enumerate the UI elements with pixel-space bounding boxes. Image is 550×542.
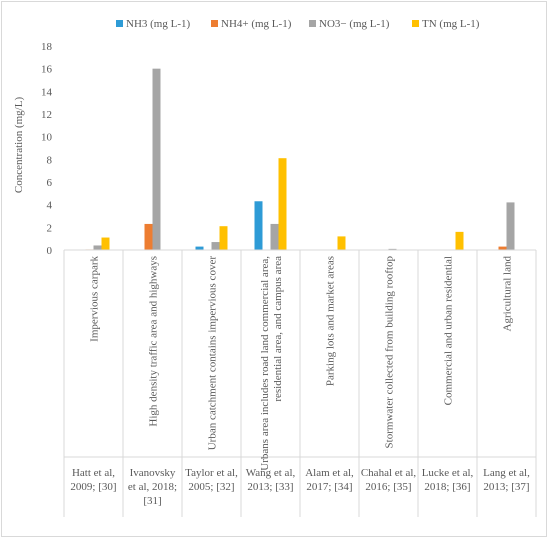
legend-swatch <box>116 20 123 27</box>
bar <box>337 236 346 250</box>
y-axis: 0 2 4 6 8 10 12 14 16 18 <box>41 41 53 257</box>
y-tick-label: 2 <box>47 222 53 234</box>
bar <box>152 68 161 251</box>
reference-label: Chahal et al, <box>361 467 417 479</box>
reference-label: Hatt et al, <box>72 467 115 479</box>
bar <box>388 248 397 250</box>
y-tick-label: 0 <box>47 245 53 257</box>
category-label: High density traffic area and highways <box>148 256 160 427</box>
bar <box>278 158 287 250</box>
y-tick-label: 4 <box>47 200 53 212</box>
bar <box>219 226 228 250</box>
legend-label: NH4+ (mg L-1) <box>221 18 292 30</box>
bar <box>101 237 110 250</box>
reference-label: Wang et al, <box>246 467 296 479</box>
reference-label: 2013; [33] <box>247 481 293 493</box>
category-label: Urbans area includes road land commercia… <box>259 256 271 471</box>
bar <box>144 223 153 250</box>
category-label: Parking lots and market areas <box>325 256 337 386</box>
bar <box>270 223 279 250</box>
legend-swatch <box>211 20 218 27</box>
reference-label: 2018; [36] <box>424 481 470 493</box>
bars <box>85 68 515 251</box>
bar <box>506 202 515 250</box>
reference-label: 2017; [34] <box>306 481 352 493</box>
bar <box>455 231 464 250</box>
y-tick-label: 10 <box>41 132 53 144</box>
reference-label: 2005; [32] <box>188 481 234 493</box>
category-label: Commercial and urban residential <box>443 256 455 405</box>
bar <box>195 246 204 250</box>
bar <box>211 242 220 250</box>
reference-label: Ivanovsky <box>130 467 176 479</box>
legend-label: NO3− (mg L-1) <box>319 18 390 30</box>
category-label: Stormwater collected from building rooft… <box>384 256 396 449</box>
y-tick-label: 16 <box>41 64 53 76</box>
reference-label: Taylor et al, <box>185 467 238 479</box>
y-axis-title: Concentration (mg/L) <box>13 97 25 194</box>
bar <box>93 245 102 250</box>
legend-swatch <box>309 20 316 27</box>
category-label: Impervious carpark <box>89 256 101 342</box>
reference-label: [31] <box>143 495 161 507</box>
y-tick-label: 6 <box>47 177 53 189</box>
category-axis: Impervious carpark Hatt et al, 2009; [30] H… <box>63 249 537 517</box>
y-tick-label: 14 <box>41 86 53 98</box>
y-tick-label: 8 <box>47 154 53 166</box>
category-label: residential area, and campus area <box>272 256 284 402</box>
legend-label: TN (mg L-1) <box>422 18 480 30</box>
reference-label: Lang et al, <box>483 467 530 479</box>
legend: NH3 (mg L-1) NH4+ (mg L-1) NO3− (mg L-1) TN… <box>116 18 480 30</box>
reference-label: Lucke et al, <box>422 467 474 479</box>
bar <box>254 201 263 250</box>
bar <box>498 246 507 250</box>
category-label: Urban catchment contains impervious cove… <box>207 256 219 451</box>
y-tick-label: 12 <box>41 109 52 121</box>
reference-label: 2013; [37] <box>483 481 529 493</box>
category-label: Agricultural land <box>502 256 514 332</box>
legend-swatch <box>412 20 419 27</box>
reference-label: et al, 2018; <box>128 481 177 493</box>
y-tick-label: 18 <box>41 41 53 53</box>
reference-label: 2009; [30] <box>70 481 116 493</box>
reference-label: Alam et al, <box>305 467 354 479</box>
reference-label: 2016; [35] <box>365 481 411 493</box>
legend-label: NH3 (mg L-1) <box>126 18 190 30</box>
